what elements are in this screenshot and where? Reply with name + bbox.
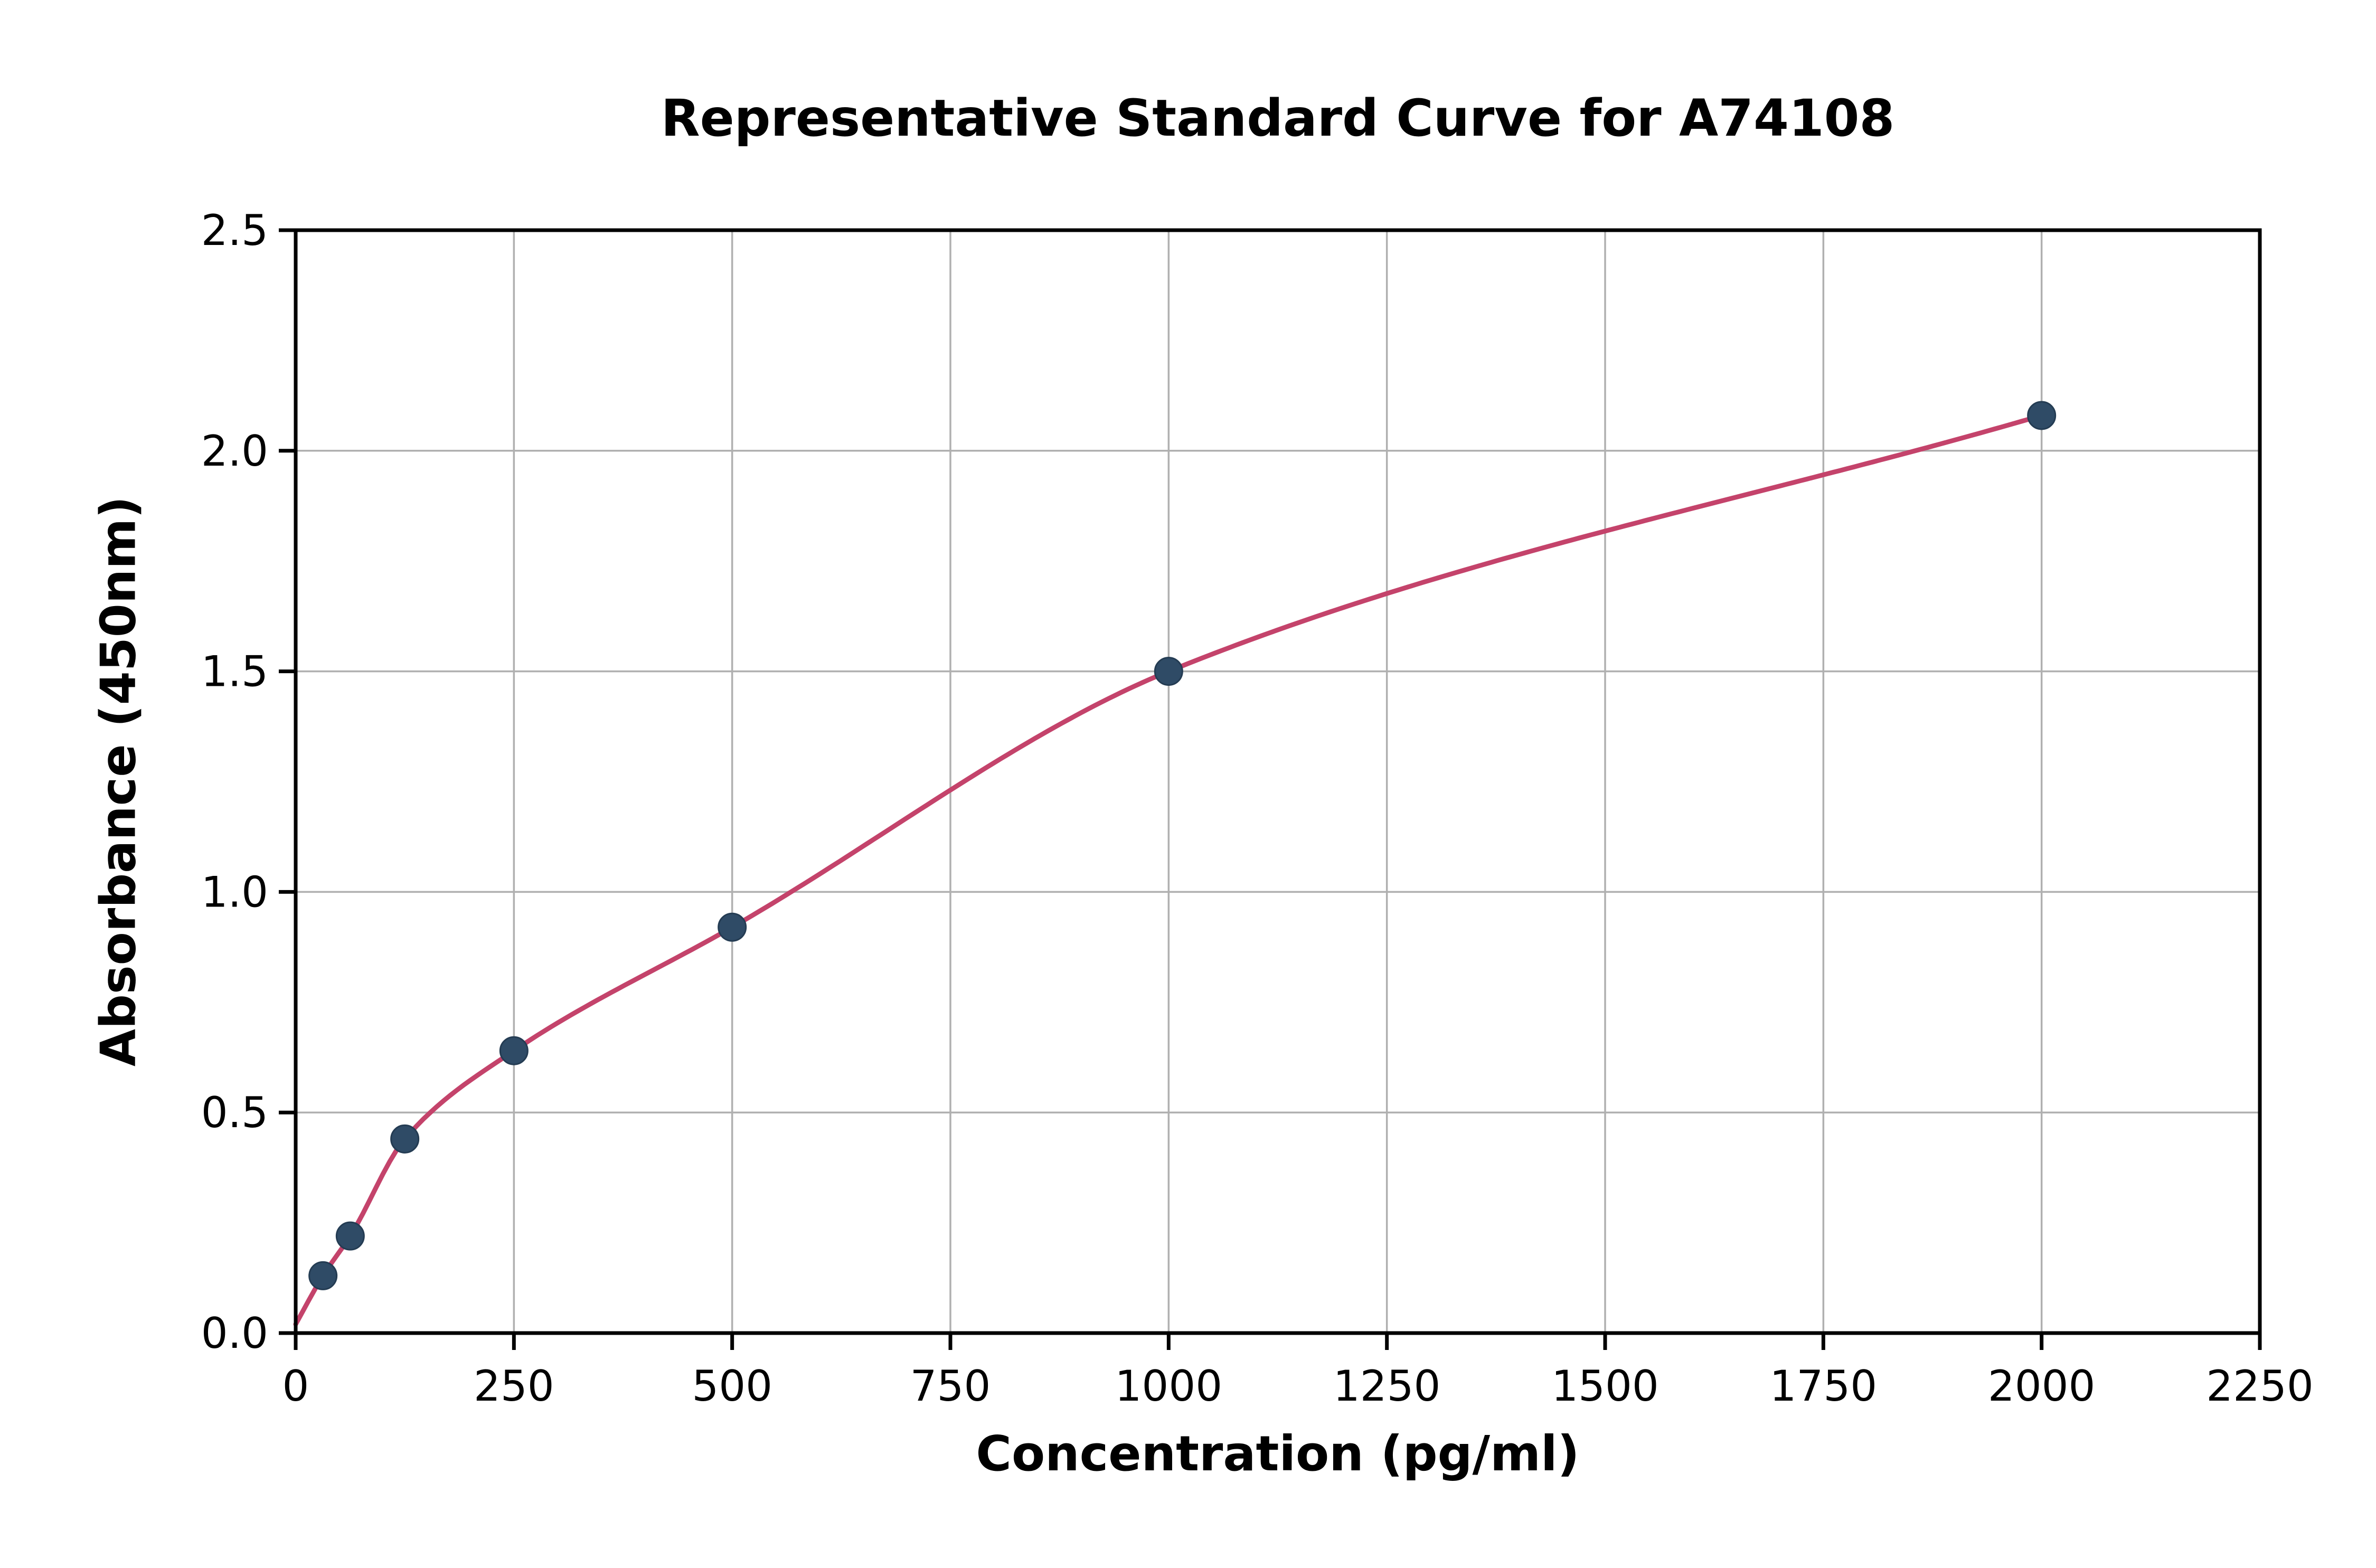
y-tick-label: 1.0 (201, 867, 268, 917)
x-tick-label: 500 (692, 1362, 772, 1411)
data-point (335, 1221, 365, 1251)
data-points (308, 401, 2057, 1290)
y-axis-label: Absorbance (450nm) (90, 496, 147, 1067)
data-point (390, 1124, 420, 1154)
y-tick-label: 0.0 (201, 1309, 268, 1358)
x-tick-label: 1750 (1770, 1362, 1878, 1411)
data-point (1154, 657, 1183, 686)
plot-border (294, 228, 2262, 1335)
x-tick-label: 2000 (1988, 1362, 2096, 1411)
data-point (718, 912, 747, 942)
x-axis-label: Concentration (pg/ml) (976, 1425, 1580, 1482)
y-tick-label: 1.5 (201, 647, 268, 696)
x-tick-label: 1500 (1551, 1362, 1659, 1411)
x-tick-label: 750 (910, 1362, 991, 1411)
data-point (499, 1036, 529, 1065)
x-tick-label: 0 (282, 1362, 309, 1411)
grid-lines (295, 229, 2261, 1334)
chart-title: Representative Standard Curve for A74108 (661, 89, 1895, 148)
y-tick-label: 0.5 (201, 1088, 268, 1137)
data-point (2027, 401, 2057, 430)
x-tick-label: 1000 (1115, 1362, 1223, 1411)
x-tick-label: 1250 (1333, 1362, 1441, 1411)
y-tick-label: 2.5 (201, 206, 268, 255)
tick-marks (279, 228, 2262, 1350)
y-tick-labels: 0.0 0.5 1.0 1.5 2.0 2.5 (201, 206, 268, 1358)
data-point (308, 1261, 338, 1290)
y-tick-label: 2.0 (201, 427, 268, 476)
x-tick-label: 250 (474, 1362, 554, 1411)
x-tick-label: 2250 (2206, 1362, 2314, 1411)
x-tick-labels: 0 250 500 750 1000 1250 1500 1750 2000 2250 (282, 1362, 2314, 1411)
